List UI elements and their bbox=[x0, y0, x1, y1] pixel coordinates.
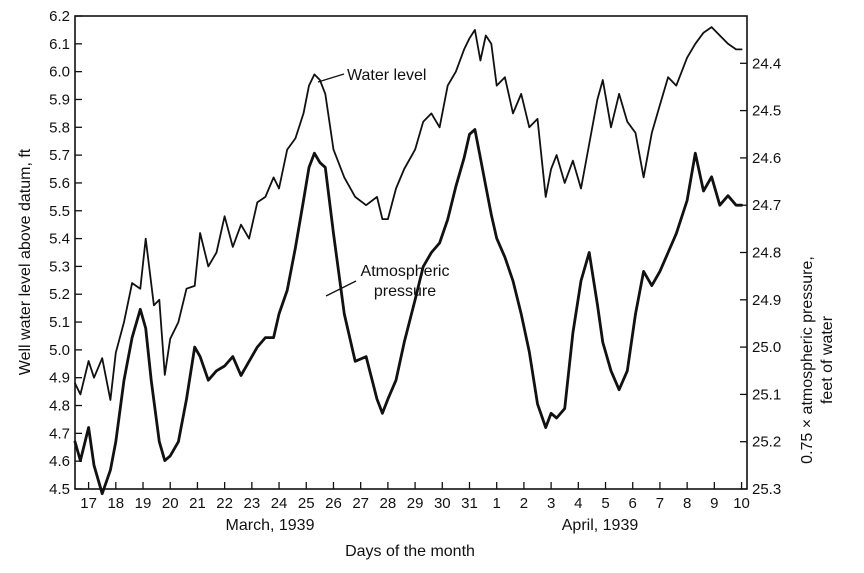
pressure-annotation-line2: pressure bbox=[374, 283, 436, 300]
x-tick-label: 19 bbox=[135, 495, 152, 512]
x-tick-label: 24 bbox=[271, 495, 288, 512]
left-tick-label: 5.7 bbox=[49, 147, 70, 164]
left-tick-label: 6.2 bbox=[49, 8, 70, 25]
right-axis-ticks: 24.4 24.5 24.6 24.7 24.8 24.9 25.0 25.1 25.2 25.3 bbox=[740, 55, 781, 498]
left-tick-label: 5.6 bbox=[49, 175, 70, 192]
right-axis-title-line2: feet of water bbox=[819, 315, 836, 404]
right-tick-label: 24.8 bbox=[752, 245, 781, 262]
x-tick-label: 30 bbox=[434, 495, 451, 512]
x-tick-label: 20 bbox=[162, 495, 179, 512]
pressure-annotation-arrow bbox=[325, 280, 357, 297]
x-tick-label: 31 bbox=[461, 495, 478, 512]
x-tick-label: 8 bbox=[683, 495, 691, 512]
right-tick-label: 25.2 bbox=[752, 434, 781, 451]
x-tick-label: 25 bbox=[298, 495, 315, 512]
x-tick-label: 2 bbox=[520, 495, 528, 512]
left-axis-title: Well water level above datum, ft bbox=[17, 148, 34, 375]
x-tick-label: 4 bbox=[574, 495, 582, 512]
right-tick-label: 25.0 bbox=[752, 339, 781, 356]
x-tick-label: 7 bbox=[656, 495, 664, 512]
left-tick-label: 4.7 bbox=[49, 425, 70, 442]
x-tick-label: 21 bbox=[189, 495, 206, 512]
left-tick-label: 5.3 bbox=[49, 258, 70, 275]
month-label-april: April, 1939 bbox=[562, 517, 639, 534]
x-tick-label: 18 bbox=[107, 495, 124, 512]
pressure-annotation-line1: Atmospheric bbox=[361, 263, 450, 280]
x-tick-label: 5 bbox=[601, 495, 609, 512]
left-tick-label: 4.5 bbox=[49, 481, 70, 498]
water-level-annotation-arrow bbox=[317, 73, 345, 83]
x-tick-label: 6 bbox=[629, 495, 637, 512]
x-axis-ticks: 17 18 19 20 21 22 23 24 25 26 27 28 29 30 31 1 2 3 4 5 6 7 8 9 1… bbox=[80, 482, 750, 512]
left-tick-label: 6.0 bbox=[49, 64, 70, 81]
left-tick-label: 5.9 bbox=[49, 91, 70, 108]
water-level-annotation: Water level bbox=[347, 67, 426, 84]
left-tick-label: 5.2 bbox=[49, 286, 70, 303]
x-tick-label: 29 bbox=[407, 495, 424, 512]
right-tick-label: 24.6 bbox=[752, 150, 781, 167]
right-tick-label: 25.3 bbox=[752, 481, 781, 498]
left-tick-label: 5.4 bbox=[49, 231, 70, 248]
left-tick-label: 5.0 bbox=[49, 342, 70, 359]
x-axis-title: Days of the month bbox=[345, 543, 475, 560]
x-tick-label: 1 bbox=[493, 495, 501, 512]
x-tick-label: 17 bbox=[80, 495, 97, 512]
left-tick-label: 4.6 bbox=[49, 453, 70, 470]
left-tick-label: 6.1 bbox=[49, 36, 70, 53]
x-tick-label: 3 bbox=[547, 495, 555, 512]
right-tick-label: 24.5 bbox=[752, 103, 781, 120]
right-tick-label: 24.7 bbox=[752, 197, 781, 214]
left-tick-label: 5.5 bbox=[49, 203, 70, 220]
right-tick-label: 24.4 bbox=[752, 55, 781, 72]
atmospheric-pressure-line bbox=[73, 128, 743, 496]
series-lines bbox=[73, 26, 743, 496]
right-axis-title-line1: 0.75 × atmospheric pressure, bbox=[799, 256, 816, 464]
water-level-line bbox=[74, 26, 743, 401]
x-tick-label: 28 bbox=[380, 495, 397, 512]
plot-frame bbox=[74, 15, 748, 490]
x-tick-label: 9 bbox=[710, 495, 718, 512]
left-axis-ticks: 6.2 6.1 6.0 5.9 5.8 5.7 5.6 5.5 5.4 5.3 5.2 5.1 5.0 4… bbox=[49, 8, 82, 498]
x-tick-label: 27 bbox=[352, 495, 369, 512]
x-tick-label: 10 bbox=[733, 495, 750, 512]
left-tick-label: 5.1 bbox=[49, 314, 70, 331]
month-label-march: March, 1939 bbox=[226, 517, 315, 534]
x-tick-label: 26 bbox=[325, 495, 342, 512]
x-tick-label: 22 bbox=[216, 495, 233, 512]
right-tick-label: 24.9 bbox=[752, 292, 781, 309]
left-tick-label: 4.8 bbox=[49, 398, 70, 415]
x-tick-label: 23 bbox=[243, 495, 260, 512]
left-tick-label: 5.8 bbox=[49, 119, 70, 136]
right-tick-label: 25.1 bbox=[752, 386, 781, 403]
left-tick-label: 4.9 bbox=[49, 370, 70, 387]
